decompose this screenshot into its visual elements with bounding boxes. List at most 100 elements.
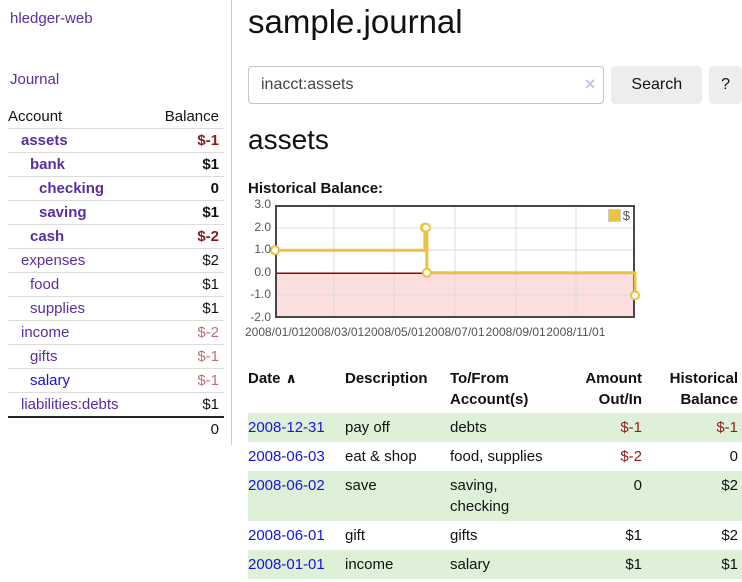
brand-link[interactable]: hledger-web — [10, 10, 93, 27]
accounts-table: Account Balance assets $-1 bank $1 checking 0… — [8, 105, 224, 441]
transaction-balance: $-1 — [716, 419, 738, 436]
transaction-date-link[interactable]: 2008-01-01 — [248, 556, 325, 573]
account-link[interactable]: income — [21, 324, 70, 341]
accounts-total-row: 0 — [8, 416, 224, 441]
chart-title: Historical Balance: — [248, 180, 384, 197]
accounts-total-value: 0 — [148, 416, 224, 441]
x-axis-tick-label: 2008/07/01 — [424, 325, 485, 339]
register-header-accounts: To/From Account(s) — [450, 370, 529, 408]
x-axis-tick-label: 2008/11/01 — [546, 325, 606, 339]
y-axis-tick-label: 2.0 — [254, 219, 271, 234]
account-row: food $1 — [8, 272, 224, 297]
transaction-amount: 0 — [633, 477, 642, 494]
account-balance: $-2 — [148, 224, 224, 249]
account-link[interactable]: gifts — [30, 348, 58, 365]
transaction-accounts: food, supplies — [450, 448, 543, 465]
account-row: supplies $1 — [8, 296, 224, 321]
register-header-balance: Historical Balance — [669, 370, 738, 408]
account-row: saving $1 — [8, 200, 224, 225]
account-link[interactable]: liabilities:debts — [21, 396, 119, 413]
chart-point — [630, 290, 640, 301]
account-row: liabilities:debts $1 — [8, 392, 224, 417]
register-row: 2008-06-03 eat & shop food, supplies $-2 0 — [248, 442, 742, 471]
x-axis-tick-label: 2008/01/01 — [244, 325, 306, 339]
accounts-total-spacer — [8, 416, 149, 441]
transaction-amount: $-2 — [620, 448, 642, 465]
transaction-description: income — [345, 556, 394, 573]
register-table: Date ∧ Description To/From Account(s) Amo… — [248, 365, 742, 579]
search-button[interactable]: Search — [611, 66, 703, 104]
register-row: 2008-01-01 income salary $1 $1 — [248, 550, 742, 579]
main-content: sample.journal × Search ? assets Histori… — [244, 0, 742, 579]
account-row: expenses $2 — [8, 248, 224, 273]
y-axis-tick-label: 3.0 — [254, 197, 271, 211]
account-link[interactable]: expenses — [21, 252, 86, 269]
account-balance: $-2 — [148, 320, 224, 345]
transaction-description: save — [345, 477, 377, 494]
account-row: salary $-1 — [8, 368, 224, 393]
page-title: sample.journal — [248, 3, 463, 40]
y-axis-tick-label: -2.0 — [250, 310, 271, 324]
account-balance: $2 — [148, 248, 224, 273]
transaction-description: pay off — [345, 419, 390, 436]
sidebar: hledger-web Journal Account Balance asse… — [0, 0, 232, 445]
transaction-date-link[interactable]: 2008-06-03 — [248, 448, 325, 465]
account-row: cash $-2 — [8, 224, 224, 249]
register-header-date[interactable]: Date ∧ — [248, 370, 297, 387]
transaction-date-link[interactable]: 2008-12-31 — [248, 419, 325, 436]
transaction-accounts: gifts — [450, 527, 478, 544]
chart-point — [421, 267, 432, 278]
x-axis-tick-label: 2008/03/01 — [304, 325, 365, 339]
register-header-description: Description — [345, 370, 428, 387]
account-link[interactable]: saving — [39, 204, 87, 221]
transaction-balance: 0 — [729, 448, 738, 465]
chart-legend: $ — [607, 208, 630, 223]
transaction-accounts: saving, checking — [450, 477, 510, 515]
account-link[interactable]: supplies — [30, 300, 86, 317]
transaction-date-link[interactable]: 2008-06-02 — [248, 477, 325, 494]
chart-svg — [270, 205, 640, 318]
historical-balance-chart: $ 3.0 2.0 1.0 0.0 -1.0 -2.0 2008/01/01 2008/03/… — [244, 197, 742, 345]
account-balance: $1 — [148, 272, 224, 297]
transaction-balance: $2 — [721, 527, 738, 544]
search-box: × — [248, 66, 605, 104]
account-balance: $1 — [148, 392, 224, 417]
clear-search-icon[interactable]: × — [584, 74, 596, 94]
legend-swatch — [607, 209, 621, 222]
help-button[interactable]: ? — [709, 66, 742, 104]
account-link[interactable]: cash — [30, 228, 65, 245]
account-balance: $1 — [148, 296, 224, 321]
transaction-accounts: salary — [450, 556, 491, 573]
accounts-header-account: Account — [8, 108, 63, 125]
register-row: 2008-12-31 pay off debts $-1 $-1 — [248, 413, 742, 442]
y-axis-tick-label: 1.0 — [254, 242, 271, 257]
transaction-amount: $1 — [625, 556, 642, 573]
account-balance: $-1 — [148, 344, 224, 369]
register-row: 2008-06-02 save saving, checking 0 $2 — [248, 471, 742, 521]
chart-point — [270, 245, 280, 256]
account-row: gifts $-1 — [8, 344, 224, 369]
account-link[interactable]: bank — [30, 156, 66, 173]
account-link[interactable]: checking — [39, 180, 105, 197]
account-balance: 0 — [148, 176, 224, 201]
account-link[interactable]: assets — [21, 132, 68, 149]
account-link[interactable]: salary — [30, 372, 71, 389]
account-row: income $-2 — [8, 320, 224, 345]
accounts-header-balance: Balance — [164, 108, 219, 125]
account-row: assets $-1 — [8, 128, 224, 153]
transaction-date-link[interactable]: 2008-06-01 — [248, 527, 325, 544]
transaction-amount: $1 — [625, 527, 642, 544]
y-axis-tick-label: -1.0 — [250, 287, 271, 302]
account-balance: $-1 — [148, 368, 224, 393]
accounts-header-row: Account Balance — [8, 105, 224, 129]
search-bar: × Search ? — [248, 66, 742, 104]
account-balance: $-1 — [148, 128, 224, 153]
transaction-balance: $2 — [721, 477, 738, 494]
transaction-accounts: debts — [450, 419, 487, 436]
register-header-amount: Amount Out/In — [585, 370, 642, 408]
account-heading: assets — [248, 124, 329, 155]
plot-border — [275, 205, 635, 318]
sidebar-item-journal[interactable]: Journal — [10, 71, 60, 88]
account-link[interactable]: food — [30, 276, 60, 293]
search-input[interactable] — [248, 66, 605, 104]
